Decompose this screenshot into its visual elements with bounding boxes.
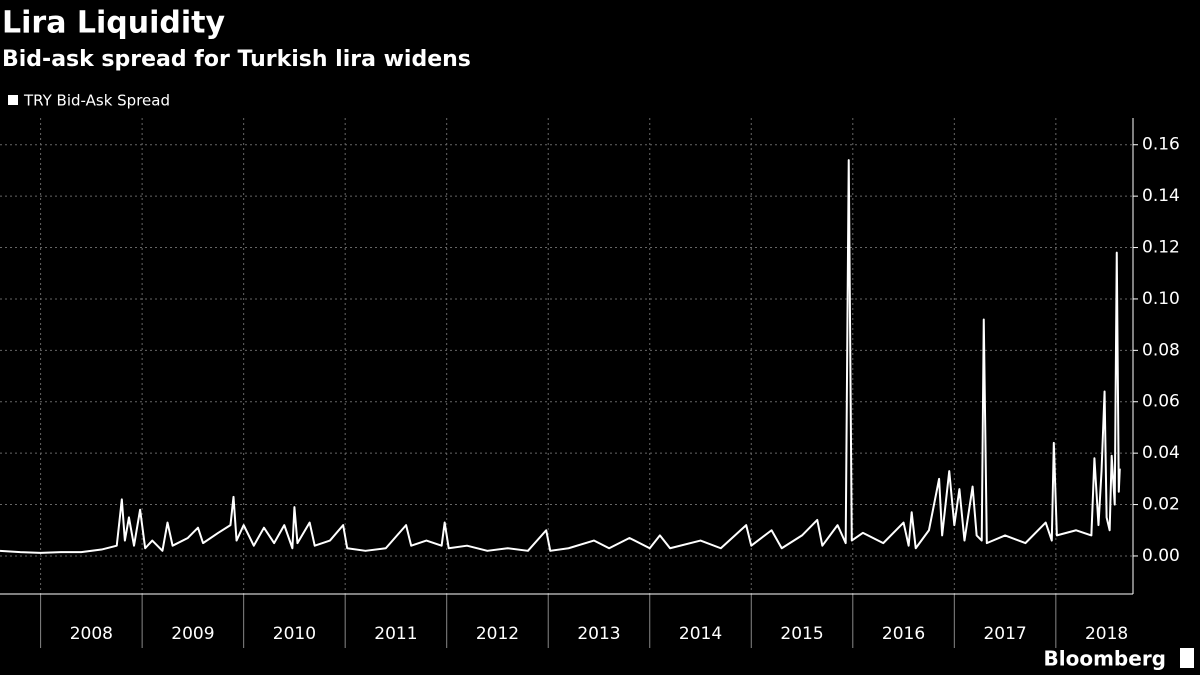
source-logo: Bloomberg	[1044, 647, 1166, 671]
legend-label: TRY Bid-Ask Spread	[23, 92, 170, 110]
y-tick-label: 0.16	[1142, 135, 1180, 155]
y-tick-label: 0.12	[1142, 238, 1180, 258]
chart-subtitle: Bid-ask spread for Turkish lira widens	[2, 47, 471, 72]
y-tick-label: 0.04	[1142, 443, 1180, 463]
y-tick-label: 0.14	[1142, 186, 1180, 206]
x-tick-label: 2015	[780, 624, 823, 644]
logo-icon	[1180, 648, 1194, 668]
x-tick-label: 2010	[273, 624, 316, 644]
x-tick-label: 2016	[882, 624, 925, 644]
x-tick-label: 2009	[171, 624, 214, 644]
x-tick-label: 2017	[983, 624, 1026, 644]
y-tick-label: 0.10	[1142, 289, 1180, 309]
x-tick-label: 2011	[374, 624, 417, 644]
y-tick-label: 0.06	[1142, 392, 1180, 412]
y-tick-label: 0.02	[1142, 495, 1180, 515]
x-tick-label: 2008	[70, 624, 113, 644]
x-tick-label: 2018	[1085, 624, 1128, 644]
y-tick-label: 0.00	[1142, 546, 1180, 566]
x-tick-label: 2012	[476, 624, 519, 644]
legend-swatch	[8, 95, 18, 105]
data-line	[0, 159, 1121, 554]
chart-title: Lira Liquidity	[2, 6, 225, 41]
x-tick-label: 2013	[577, 624, 620, 644]
y-tick-label: 0.08	[1142, 340, 1180, 360]
x-tick-label: 2014	[679, 624, 722, 644]
